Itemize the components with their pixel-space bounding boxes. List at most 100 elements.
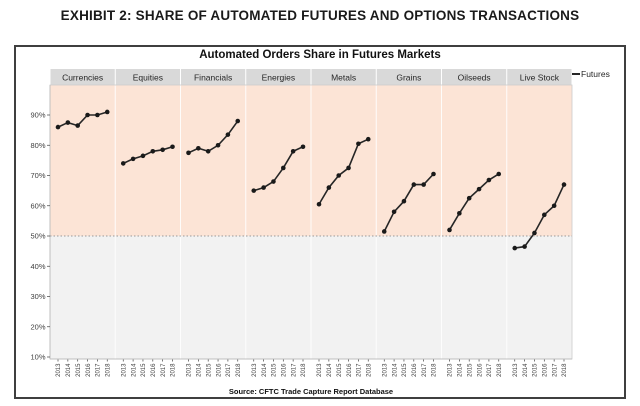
data-point — [261, 185, 266, 190]
data-point — [160, 147, 165, 153]
panel-oilseeds: Oilseeds 2013 2014 2015 2016 2017 2018 — [441, 69, 507, 377]
data-point — [290, 149, 296, 154]
x-tick-label: 2015 — [76, 363, 82, 377]
x-tick-label: 2015 — [337, 363, 343, 377]
x-tick-label: 2013 — [448, 363, 454, 377]
panel-header-cell — [442, 69, 507, 85]
x-tick-label: 2016 — [282, 363, 288, 377]
panel-header-label: Energies — [262, 73, 296, 83]
panel-currencies: Currencies 2013 2014 2015 2016 2017 2018 — [50, 69, 115, 377]
data-point — [104, 109, 110, 115]
data-point — [356, 141, 361, 147]
x-tick-label: 2015 — [402, 363, 408, 377]
data-point — [542, 212, 547, 218]
data-point — [150, 149, 156, 154]
data-point — [476, 186, 482, 192]
data-point — [215, 142, 221, 148]
x-tick-label: 2013 — [252, 363, 258, 377]
panel-header-cell — [50, 69, 115, 85]
data-point — [365, 136, 371, 142]
x-tick-label: 2016 — [477, 363, 483, 377]
data-point — [130, 156, 136, 162]
x-tick-label: 2017 — [161, 363, 167, 377]
x-tick-label: 2013 — [513, 363, 519, 377]
x-tick-label: 2013 — [317, 363, 323, 377]
y-tick-label: 60% — [30, 201, 45, 210]
x-tick-label: 2014 — [131, 363, 137, 377]
panel-header-label: Metals — [331, 73, 356, 83]
x-tick-label: 2016 — [216, 363, 222, 377]
x-tick-label: 2013 — [121, 363, 127, 377]
data-point — [170, 144, 175, 150]
data-point — [65, 120, 71, 125]
x-tick-label: 2015 — [206, 363, 212, 377]
panel-equities: Equities 2013 2014 2015 2016 2017 2018 — [114, 69, 180, 377]
chart-title: Automated Orders Share in Futures Market… — [199, 49, 441, 61]
y-tick-label: 70% — [30, 171, 45, 180]
x-tick-label: 2017 — [357, 363, 363, 377]
x-tick-label: 2018 — [432, 363, 438, 377]
panel-header-cell — [376, 69, 441, 85]
x-tick-label: 2014 — [66, 363, 72, 377]
x-tick-label: 2018 — [562, 363, 568, 377]
x-tick-label: 2017 — [291, 363, 297, 377]
panel-live-stock: Live Stock 2013 2014 2015 2016 2017 2018 — [506, 69, 572, 377]
x-tick-label: 2018 — [497, 363, 503, 377]
data-point — [336, 173, 342, 178]
x-tick-label: 2016 — [86, 363, 92, 377]
data-point — [271, 179, 276, 184]
panel-header-label: Grains — [396, 73, 421, 83]
data-point — [196, 145, 201, 151]
panel-header-cell — [181, 69, 246, 85]
y-tick-label: 90% — [30, 111, 45, 120]
data-point — [186, 150, 191, 156]
data-point — [496, 171, 502, 177]
data-point — [466, 195, 472, 201]
x-tick-label: 2014 — [523, 363, 529, 377]
y-tick-label: 40% — [30, 262, 45, 271]
x-tick-label: 2018 — [301, 363, 307, 377]
panel-header-label: Equities — [133, 73, 163, 83]
data-point — [411, 182, 417, 187]
data-point — [431, 171, 436, 177]
x-tick-label: 2015 — [141, 363, 147, 377]
x-tick-label: 2015 — [533, 363, 539, 377]
data-point — [401, 198, 407, 204]
x-tick-label: 2014 — [327, 363, 333, 377]
x-tick-label: 2018 — [105, 363, 111, 377]
data-point — [300, 144, 306, 150]
data-point — [391, 209, 397, 215]
data-point — [561, 182, 567, 187]
data-point — [235, 118, 241, 124]
x-tick-label: 2015 — [467, 363, 473, 377]
data-point — [512, 245, 518, 251]
legend-label: Futures — [581, 69, 610, 79]
chart-legend: Futures — [572, 69, 610, 79]
panel-financials: Financials 2013 2014 2015 2016 2017 2018 — [180, 69, 246, 377]
x-tick-label: 2018 — [171, 363, 177, 377]
x-tick-label: 2015 — [272, 363, 278, 377]
panel-header-label: Oilseeds — [458, 73, 491, 83]
x-tick-label: 2013 — [382, 363, 388, 377]
x-tick-label: 2014 — [392, 363, 398, 377]
data-point — [225, 132, 231, 137]
x-tick-label: 2017 — [552, 363, 558, 377]
x-tick-label: 2014 — [262, 363, 268, 377]
x-tick-label: 2014 — [197, 363, 203, 377]
x-tick-label: 2016 — [412, 363, 418, 377]
data-point — [140, 153, 146, 159]
x-tick-label: 2013 — [187, 363, 193, 377]
source-note: Source: CFTC Trade Capture Report Databa… — [228, 387, 394, 396]
panel-header-label: Financials — [194, 73, 232, 83]
chart-panel: Automated Orders Share in Futures Market… — [14, 45, 626, 399]
y-tick-label: 20% — [30, 322, 45, 331]
x-tick-label: 2018 — [236, 363, 242, 377]
data-point — [95, 112, 100, 118]
panel-header-cell — [507, 69, 572, 85]
y-tick-label: 10% — [30, 353, 45, 362]
data-point — [326, 185, 332, 190]
x-tick-label: 2017 — [487, 363, 493, 377]
x-tick-label: 2014 — [458, 363, 464, 377]
panel-header-cell — [246, 69, 311, 85]
data-point — [316, 201, 322, 207]
